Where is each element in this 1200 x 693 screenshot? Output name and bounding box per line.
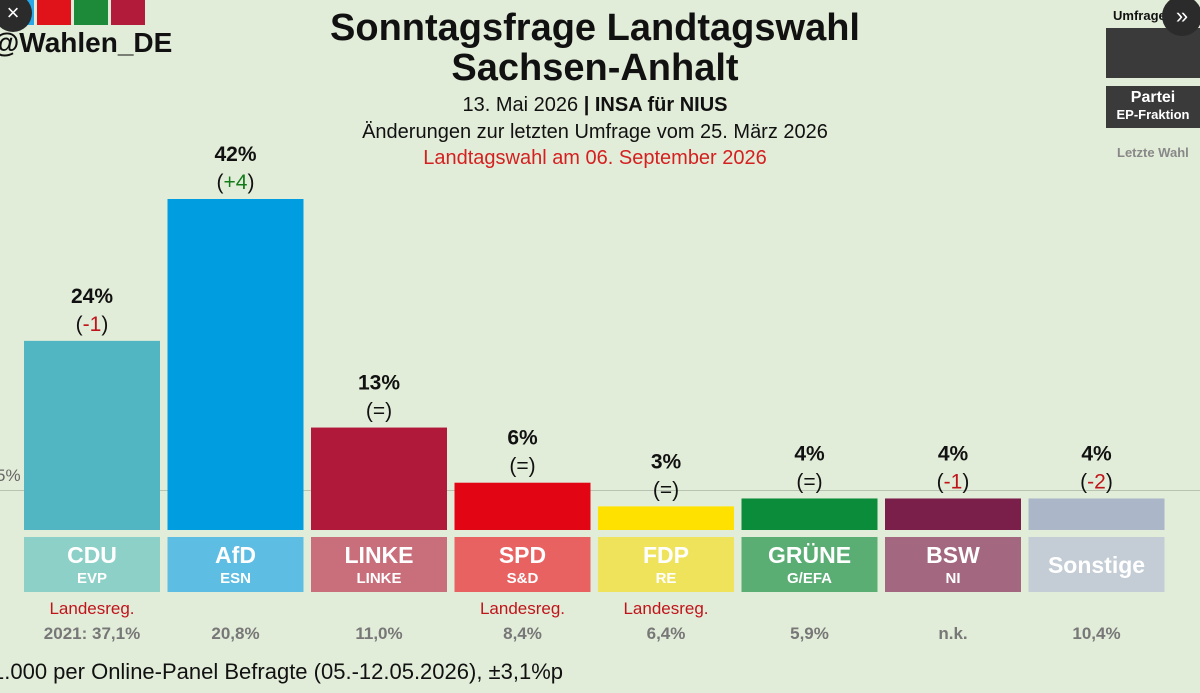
party-name-fdp: FDP	[643, 542, 689, 568]
bar-value-grüne: 4%	[794, 442, 825, 465]
logo-color-green	[74, 0, 108, 25]
party-name-linke: LINKE	[345, 542, 414, 568]
gov-label-fdp: Landesreg.	[623, 599, 708, 618]
party-name-afd: AfD	[215, 542, 256, 568]
title-line-1: Sonntagsfrage Landtagswahl	[330, 7, 860, 49]
title-line-2: Sachsen-Anhalt	[451, 47, 739, 89]
poll-meta: 13. Mai 2026 | INSA für NIUS	[0, 94, 1190, 117]
bar-value-cdu: 24%	[71, 285, 113, 308]
gov-label-cdu: Landesreg.	[49, 599, 134, 618]
party-label-box-spd	[454, 537, 591, 592]
bar-change-grüne: (=)	[796, 470, 822, 493]
party-label-box-bsw	[885, 537, 1021, 592]
last-election-grüne: 5,9%	[790, 624, 829, 643]
bar-change-bsw: (-1)	[937, 470, 970, 493]
last-election-spd: 8,4%	[503, 624, 542, 643]
bar-grüne	[741, 498, 878, 530]
bar-value-afd: 42%	[214, 143, 256, 166]
party-name-bsw: BSW	[926, 542, 980, 568]
party-group-cdu: EVP	[77, 570, 107, 587]
party-label-box-cdu	[24, 537, 160, 592]
bar-change-linke: (=)	[366, 400, 392, 423]
last-election-cdu: 2021: 37,1%	[44, 624, 140, 643]
party-group-spd: S&D	[507, 570, 539, 587]
bar-bsw	[885, 498, 1021, 530]
bar-change-afd: (+4)	[217, 171, 255, 194]
party-label-box-grüne	[741, 537, 878, 592]
party-name-grüne: GRÜNE	[768, 542, 851, 568]
poll-date: 13. Mai 2026	[462, 94, 579, 116]
chart-title: Sonntagsfrage Landtagswahl Sachsen-Anhal…	[0, 8, 1190, 88]
legend-partei-box: Partei EP-Fraktion	[1106, 86, 1200, 128]
party-name-cdu: CDU	[67, 542, 117, 568]
party-label-box-afd	[167, 537, 304, 592]
bar-spd	[454, 482, 591, 530]
party-name-spd: SPD	[499, 542, 546, 568]
last-election-linke: 11,0%	[355, 624, 402, 643]
bar-fdp	[598, 506, 734, 530]
bar-change-spd: (=)	[509, 455, 535, 478]
party-label-box-linke	[311, 537, 447, 592]
expand-icon[interactable]: »	[1162, 0, 1200, 36]
bar-value-spd: 6%	[507, 427, 538, 450]
legend-partei-label: Partei	[1130, 89, 1176, 106]
bar-value-linke: 13%	[358, 372, 400, 395]
threshold-label: 5%	[0, 466, 21, 485]
bar-cdu	[24, 340, 160, 530]
legend-umfrage-label: Umfrage	[1113, 8, 1166, 23]
last-election-bsw: n.k.	[938, 624, 967, 643]
party-label-box-fdp	[598, 537, 734, 592]
bar-change-cdu: (-1)	[76, 313, 109, 336]
bar-change-sonstige: (-2)	[1080, 470, 1113, 493]
party-group-grüne: G/EFA	[787, 570, 832, 587]
party-group-fdp: RE	[656, 570, 677, 587]
party-name-sonstige: Sonstige	[1048, 552, 1145, 578]
last-election-fdp: 6,4%	[647, 624, 686, 643]
election-note: Landtagswahl am 06. September 2026	[423, 147, 767, 169]
last-election-afd: 20,8%	[211, 624, 259, 643]
bar-afd	[167, 199, 304, 530]
bar-sonstige	[1028, 498, 1165, 530]
party-group-afd: ESN	[220, 570, 251, 587]
logo-color-red	[37, 0, 71, 25]
footer-sample-info: 1.000 per Online-Panel Befragte (05.-12.…	[0, 659, 564, 684]
party-label-box-sonstige	[1028, 537, 1165, 592]
logo-color-darkred	[111, 0, 145, 25]
meta-separator: |	[583, 94, 590, 116]
bar-value-fdp: 3%	[651, 450, 682, 473]
bar-value-sonstige: 4%	[1081, 442, 1112, 465]
last-election-sonstige: 10,4%	[1072, 624, 1120, 643]
legend-ep-label: EP-Fraktion	[1116, 107, 1190, 122]
bar-change-fdp: (=)	[653, 478, 679, 501]
changes-note: Änderungen zur letzten Umfrage vom 25. M…	[362, 121, 828, 143]
party-group-bsw: NI	[946, 570, 961, 587]
bar-value-bsw: 4%	[938, 442, 969, 465]
party-group-linke: LINKE	[357, 570, 402, 587]
gov-label-spd: Landesreg.	[480, 599, 565, 618]
legend-letzte-wahl-label: Letzte Wahl	[1117, 145, 1189, 160]
threshold-line	[0, 490, 1200, 491]
brand-handle: @Wahlen_DE	[0, 27, 173, 58]
bar-linke	[311, 427, 447, 530]
poll-institute: INSA für NIUS	[594, 94, 728, 116]
